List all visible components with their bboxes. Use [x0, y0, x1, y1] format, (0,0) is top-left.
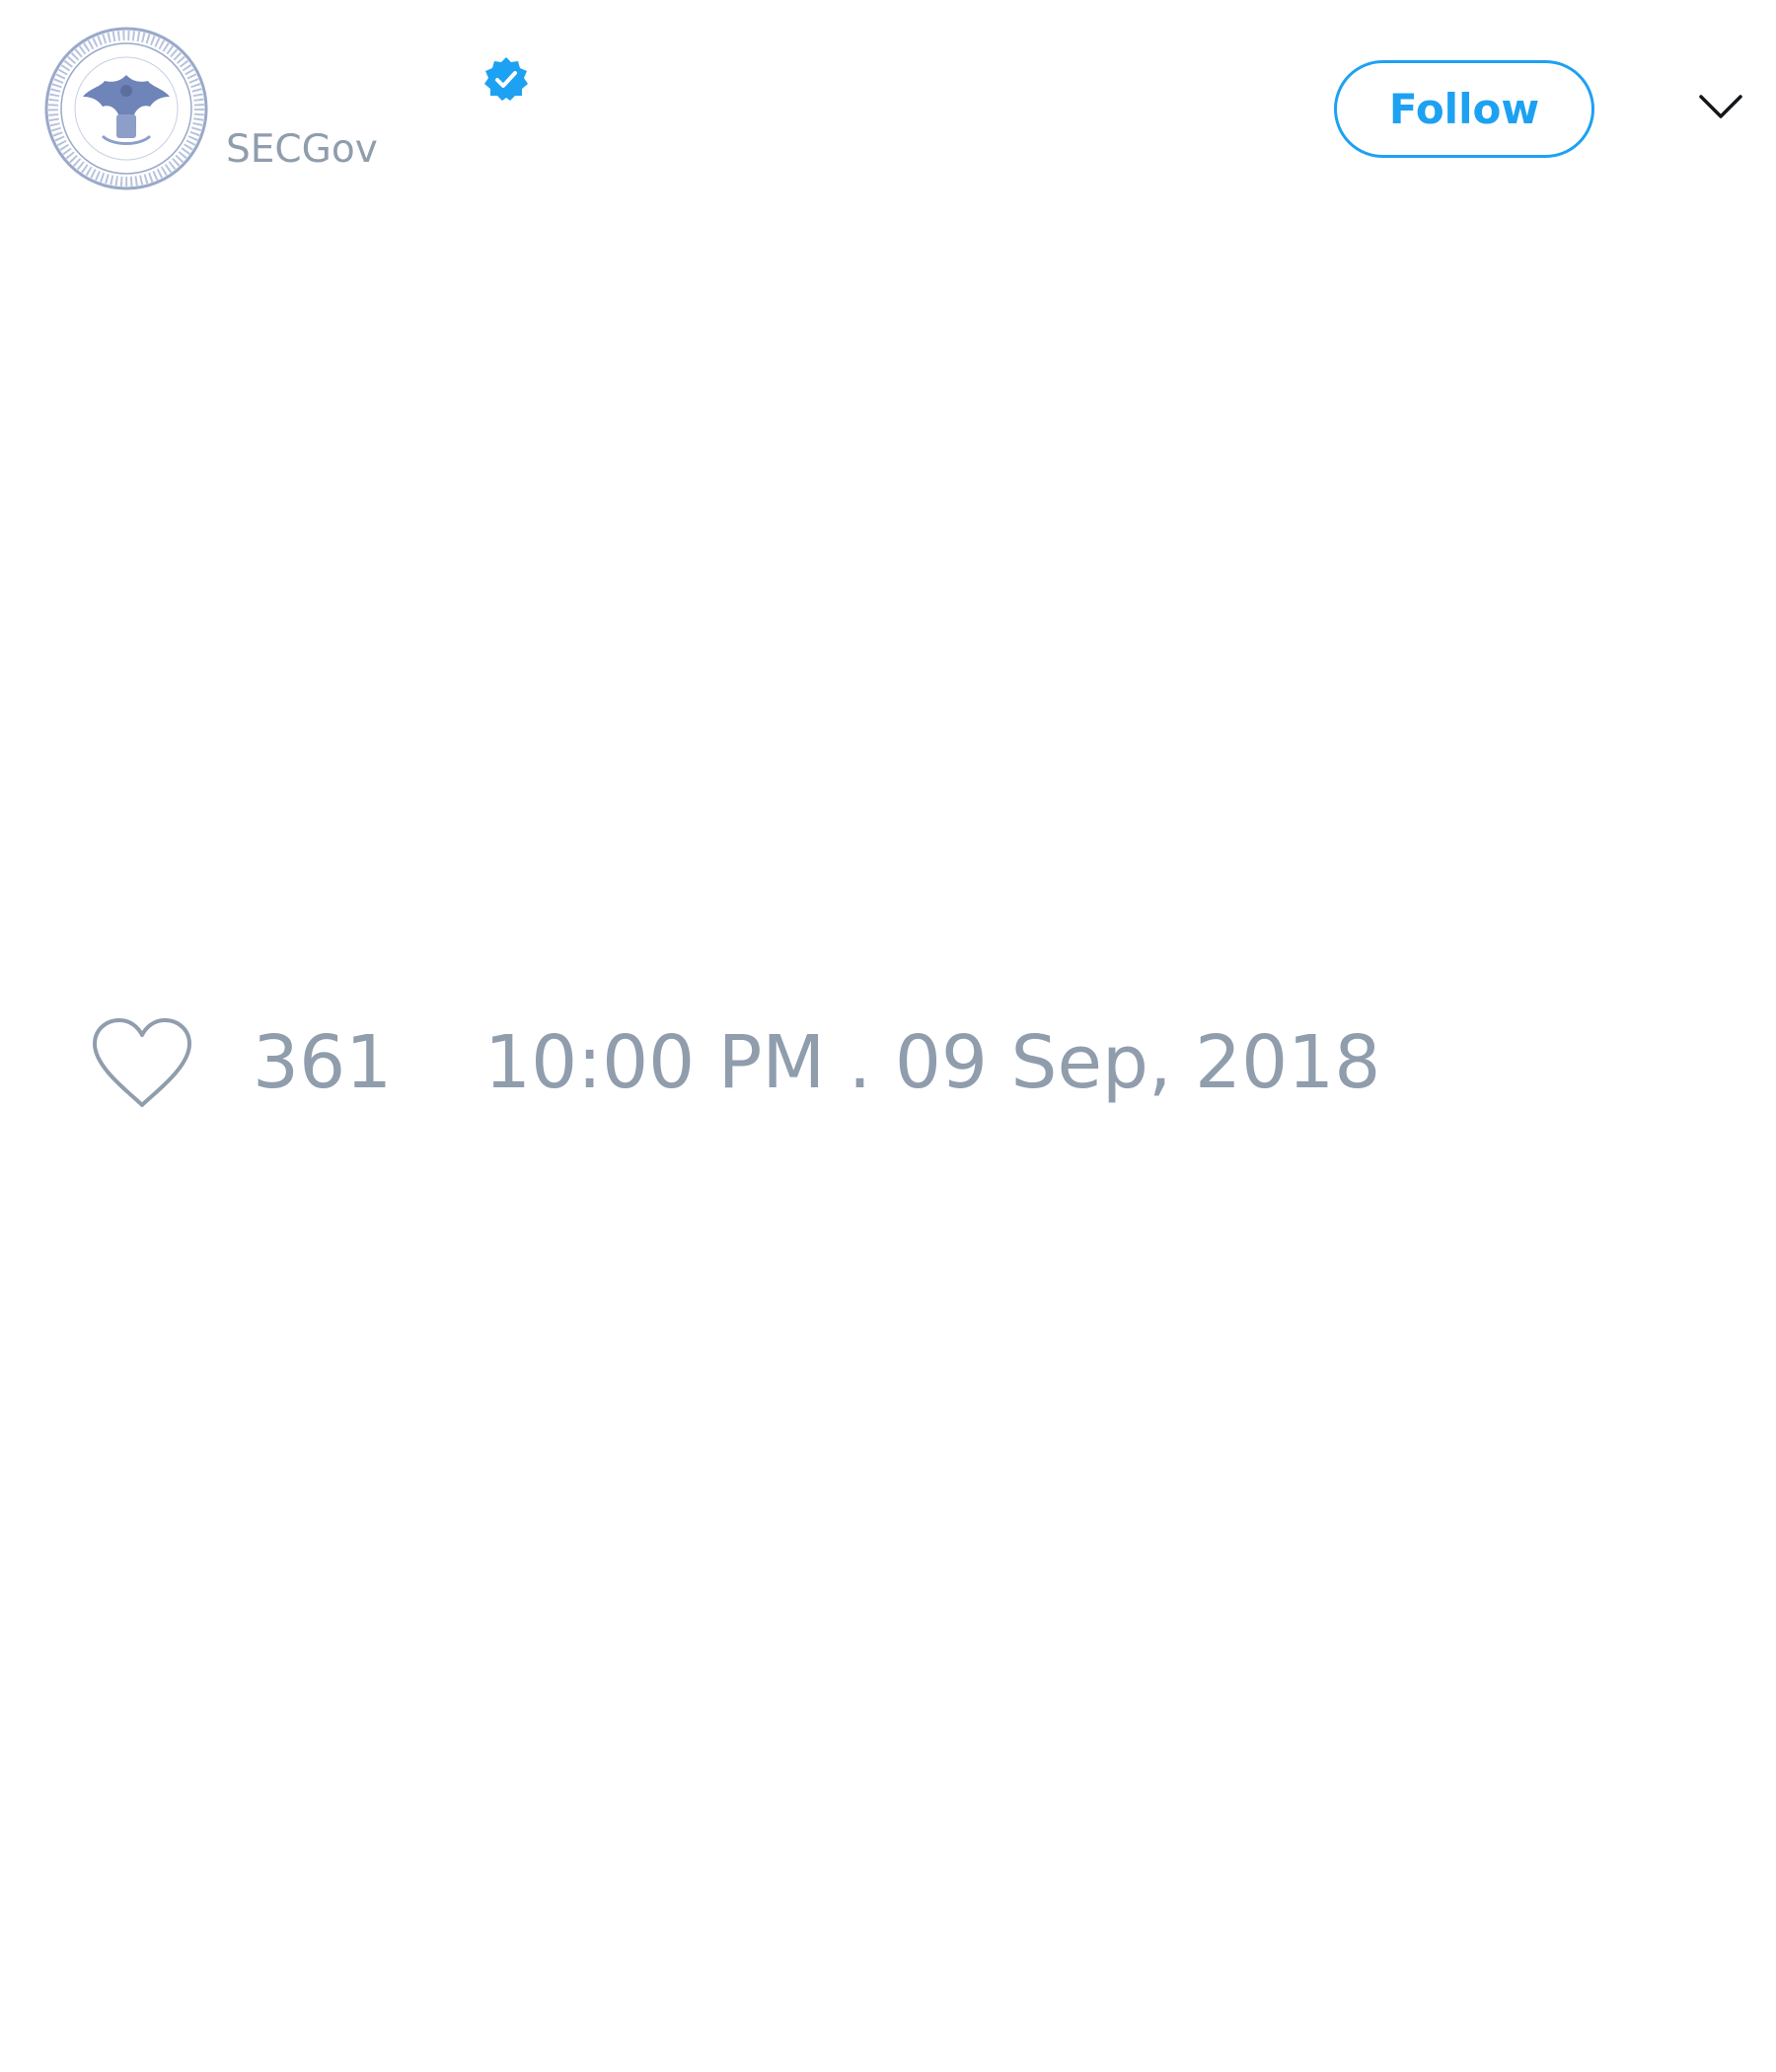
like-count: 361 [253, 1020, 393, 1105]
sec-seal-icon [44, 27, 208, 190]
heart-icon[interactable] [89, 1016, 195, 1111]
tweet-timestamp[interactable]: 10:00 PM . 09 Sep, 2018 [484, 1020, 1381, 1105]
chevron-down-icon[interactable] [1697, 91, 1744, 122]
follow-button[interactable]: Follow [1334, 60, 1594, 158]
verified-badge-icon [482, 55, 530, 103]
user-handle[interactable]: SECGov [226, 127, 378, 172]
avatar[interactable] [43, 26, 209, 191]
